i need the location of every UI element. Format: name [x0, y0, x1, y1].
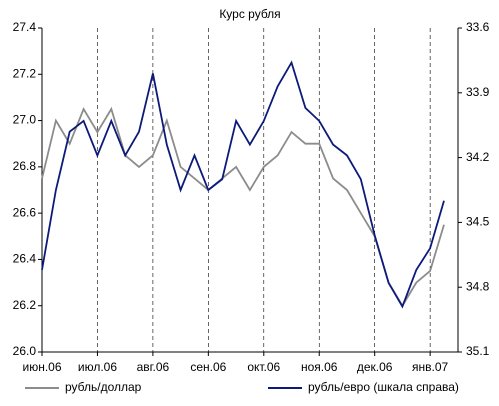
y-tick-label: 27.0 — [13, 113, 37, 127]
y-tick-label: 26.8 — [13, 159, 37, 173]
legend-label: рубль/евро (шкала справа) — [308, 380, 459, 394]
x-tick-label: июн.06 — [22, 360, 61, 374]
x-tick-label: ноя.06 — [301, 360, 338, 374]
y2-tick-label: 34.8 — [466, 279, 490, 293]
y-tick-label: 26.2 — [13, 298, 37, 312]
x-tick-label: июл.06 — [78, 360, 117, 374]
series-line — [41, 60, 445, 309]
chart-title: Курс рубля — [219, 7, 280, 21]
legend-label: рубль/доллар — [65, 380, 142, 394]
x-tick-label: дек.06 — [357, 360, 393, 374]
y2-tick-label: 34.2 — [466, 150, 490, 164]
y2-tick-label: 33.6 — [466, 20, 490, 34]
y-tick-label: 26.6 — [13, 205, 37, 219]
y2-tick-label: 34.5 — [466, 215, 490, 229]
y2-tick-label: 33.9 — [466, 85, 490, 99]
x-tick-label: авг.06 — [137, 360, 170, 374]
y-tick-label: 27.2 — [13, 66, 37, 80]
series-line — [41, 106, 445, 308]
x-tick-label: сен.06 — [190, 360, 226, 374]
x-tick-label: янв.07 — [412, 360, 449, 374]
y2-tick-label: 35.1 — [466, 344, 490, 358]
y-tick-label: 26.0 — [13, 344, 37, 358]
y-tick-label: 27.4 — [13, 20, 37, 34]
x-tick-label: окт.06 — [247, 360, 280, 374]
y-tick-label: 26.4 — [13, 252, 37, 266]
